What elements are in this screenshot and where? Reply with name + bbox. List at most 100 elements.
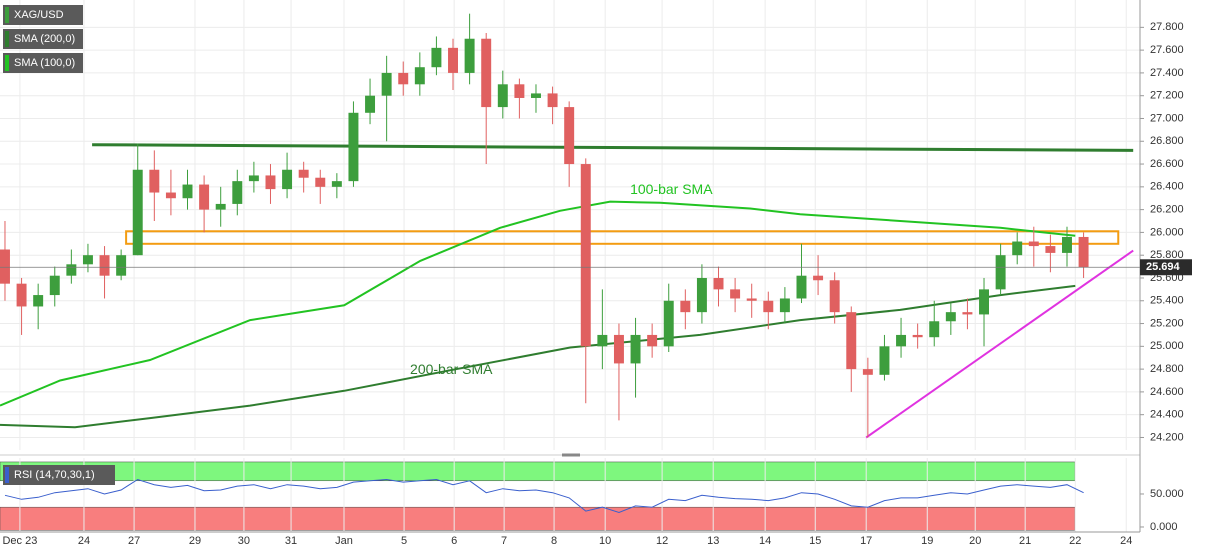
candle-body xyxy=(348,112,359,182)
y-tick-label: 27.600 xyxy=(1150,44,1184,56)
candle-body xyxy=(414,67,425,85)
x-tick-label: 20 xyxy=(969,535,981,547)
x-tick-label: 19 xyxy=(921,535,933,547)
x-tick-label: 5 xyxy=(401,535,407,547)
candle-body xyxy=(16,283,27,307)
y-tick-label: 25.200 xyxy=(1150,317,1184,329)
candle-body xyxy=(879,346,890,375)
legend-swatch xyxy=(5,7,9,23)
candle-body xyxy=(82,255,93,265)
x-tick-label: 14 xyxy=(759,535,771,547)
x-tick-label: 30 xyxy=(238,535,250,547)
candle-body xyxy=(298,169,309,178)
candle-body xyxy=(730,289,741,299)
candle-body xyxy=(813,275,824,281)
legend-box xyxy=(3,29,83,49)
candle-body xyxy=(331,181,342,187)
x-tick-label: 27 xyxy=(128,535,140,547)
candle-body xyxy=(431,47,442,68)
candle-body xyxy=(464,38,475,73)
candle-body xyxy=(248,175,259,182)
legend-label: SMA (100,0) xyxy=(14,57,75,69)
candle-body xyxy=(1012,241,1023,256)
candle-body xyxy=(398,72,409,85)
y-tick-label: 26.000 xyxy=(1150,226,1184,238)
y-tick-label: 26.200 xyxy=(1150,204,1184,216)
candle-body xyxy=(746,298,757,301)
candle-body xyxy=(796,275,807,299)
candle-body xyxy=(663,300,674,347)
candle-body xyxy=(165,192,176,199)
legend-swatch xyxy=(5,55,9,71)
x-tick-label: 15 xyxy=(809,535,821,547)
candle-body xyxy=(282,169,293,190)
candle-body xyxy=(896,334,907,347)
x-tick-label: 29 xyxy=(189,535,201,547)
candle-body xyxy=(1062,236,1072,253)
candle-body xyxy=(531,93,541,98)
last-price-box xyxy=(1140,259,1192,276)
candle-body xyxy=(199,184,210,210)
y-tick-label: 27.800 xyxy=(1150,21,1184,33)
x-tick-label: 13 xyxy=(707,535,719,547)
candle-body xyxy=(945,312,956,322)
legend-box xyxy=(3,53,83,73)
y-tick-label: 25.400 xyxy=(1150,295,1184,307)
candle-body xyxy=(929,321,940,338)
candle-body xyxy=(564,107,575,165)
annotation: 200-bar SMA xyxy=(410,361,493,377)
candle-body xyxy=(497,84,508,108)
candle-body xyxy=(481,38,492,108)
x-tick-label: 12 xyxy=(656,535,668,547)
candle-body xyxy=(0,249,10,284)
candle-body xyxy=(315,177,326,187)
x-tick-label: Jan xyxy=(335,535,353,547)
legend-label: SMA (200,0) xyxy=(14,33,75,45)
y-tick-label: 27.000 xyxy=(1150,112,1184,124)
candle-body xyxy=(265,175,276,190)
y-tick-label: 24.600 xyxy=(1150,386,1184,398)
candle-body xyxy=(381,72,392,96)
rsi-band xyxy=(0,506,1076,531)
resistance-zone xyxy=(125,230,1120,245)
candle-body xyxy=(1045,246,1056,253)
y-tick-label: 24.800 xyxy=(1150,363,1184,375)
candle-body xyxy=(630,334,641,364)
candle-body xyxy=(763,300,774,313)
x-tick-label: 31 xyxy=(285,535,297,547)
candle-body xyxy=(132,169,143,256)
candle-body xyxy=(829,280,840,313)
candle-body xyxy=(597,334,608,347)
sma-line xyxy=(0,200,1076,407)
candle-body xyxy=(962,312,973,315)
legend-swatch xyxy=(5,467,9,483)
candle-body xyxy=(215,203,226,210)
y-tick-label: 26.800 xyxy=(1150,135,1184,147)
trend-line xyxy=(92,143,1134,152)
candle-body xyxy=(232,181,243,204)
candle-body xyxy=(1028,241,1039,247)
candle-body xyxy=(365,95,376,113)
y-tick-label: 27.200 xyxy=(1150,90,1184,102)
candle-body xyxy=(647,334,658,347)
candle-body xyxy=(846,312,857,370)
x-tick-label: 8 xyxy=(551,535,557,547)
candle-body xyxy=(713,277,724,290)
candle-body xyxy=(779,298,790,313)
candle-body xyxy=(995,255,1006,290)
candle-body xyxy=(116,255,127,276)
legend-box xyxy=(3,5,83,25)
legend-swatch xyxy=(5,31,9,47)
y-tick-label: 27.400 xyxy=(1150,67,1184,79)
rsi-line xyxy=(4,478,1084,514)
x-tick-label: 24 xyxy=(1120,535,1132,547)
x-tick-label: 17 xyxy=(860,535,872,547)
candle-body xyxy=(514,84,525,98)
candle-body xyxy=(613,334,624,364)
y-tick-label: 50.000 xyxy=(1150,488,1184,500)
x-tick-label: 7 xyxy=(501,535,507,547)
legend-label: RSI (14,70,30,1) xyxy=(14,469,95,481)
x-tick-label: 6 xyxy=(451,535,457,547)
trend-line xyxy=(865,249,1134,439)
